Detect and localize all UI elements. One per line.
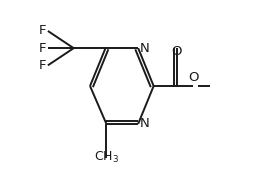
Text: N: N bbox=[139, 117, 149, 130]
Text: N: N bbox=[139, 42, 149, 55]
Text: F: F bbox=[39, 42, 46, 55]
Text: F: F bbox=[39, 59, 46, 72]
Text: CH$_3$: CH$_3$ bbox=[94, 150, 119, 165]
Text: O: O bbox=[188, 71, 198, 84]
Text: O: O bbox=[171, 45, 181, 58]
Text: F: F bbox=[39, 24, 46, 37]
